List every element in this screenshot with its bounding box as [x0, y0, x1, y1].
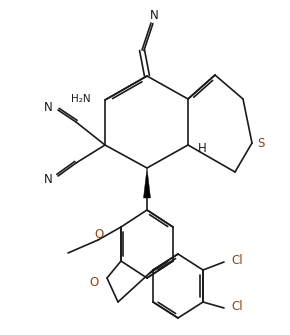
- Text: S: S: [257, 136, 265, 149]
- Text: O: O: [90, 275, 99, 288]
- Text: Cl: Cl: [231, 300, 243, 314]
- Text: O: O: [94, 227, 104, 241]
- Text: N: N: [44, 100, 53, 114]
- Text: N: N: [150, 8, 158, 21]
- Text: N: N: [44, 173, 53, 186]
- Text: H₂N: H₂N: [71, 94, 91, 104]
- Text: H: H: [197, 141, 206, 154]
- Polygon shape: [144, 168, 151, 198]
- Text: Cl: Cl: [231, 255, 243, 268]
